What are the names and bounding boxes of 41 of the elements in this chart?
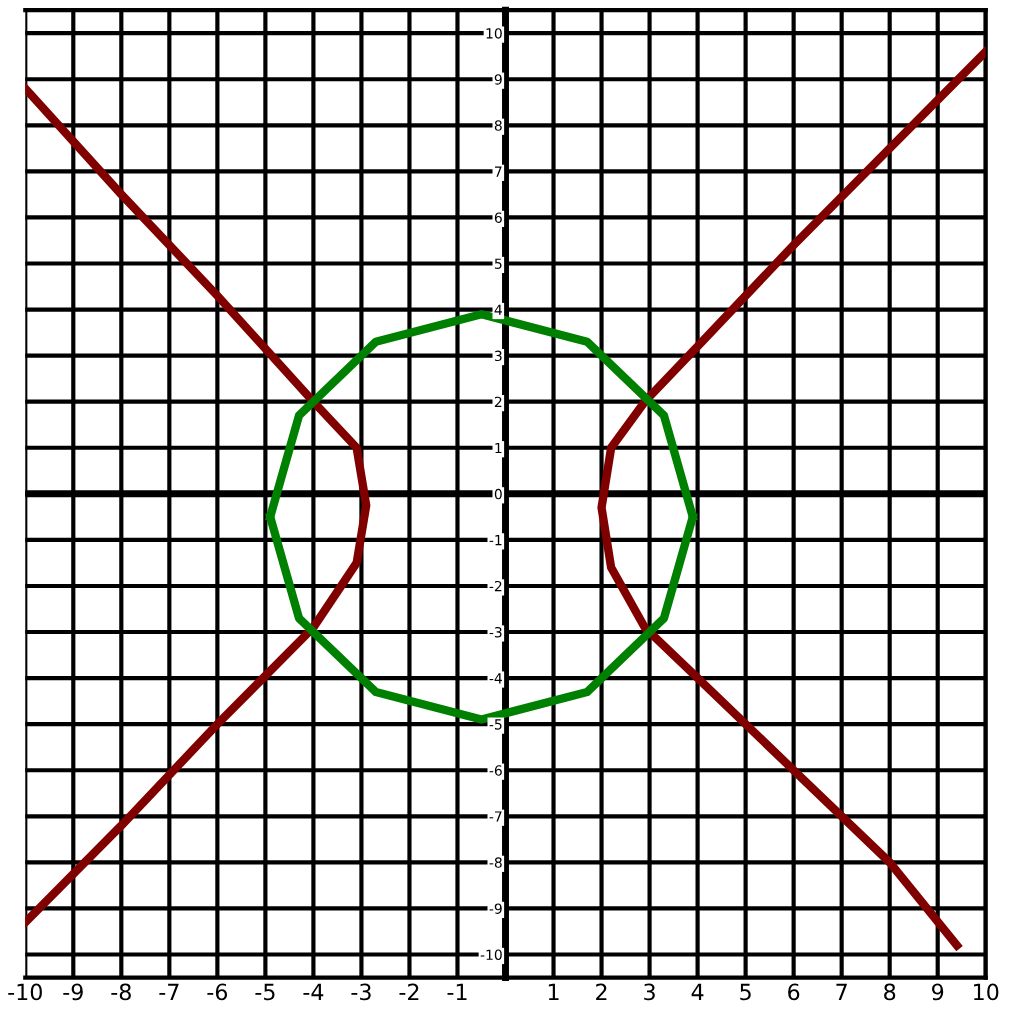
y-tick-label: 10	[486, 28, 502, 39]
x-tick-label: 2	[596, 983, 607, 1000]
y-tick-label: -2	[489, 580, 502, 592]
x-tick-label: 4	[691, 983, 704, 1000]
y-tick-label: -6	[489, 765, 502, 776]
x-tick-label: -4	[303, 983, 324, 1000]
x-tick-label: 8	[884, 983, 896, 1001]
y-tick-label: 1	[495, 442, 502, 454]
y-tick-label: 0	[494, 488, 502, 500]
y-tick-label: -10	[480, 949, 502, 960]
y-tick-label: -5	[489, 719, 502, 730]
x-tick-label: -8	[111, 983, 131, 1001]
y-tick-label: 2	[494, 396, 502, 407]
x-tick-label: -1	[447, 983, 467, 1000]
y-tick-label: -4	[489, 673, 502, 684]
x-tick-label: -3	[351, 983, 371, 1001]
y-tick-label: -9	[489, 903, 502, 914]
y-tick-label: -8	[489, 857, 502, 868]
x-tick-label: -10	[8, 983, 42, 1001]
x-tick-label: -5	[255, 983, 275, 1001]
x-tick-label: -7	[159, 983, 179, 1000]
y-tick-label: 8	[494, 120, 502, 131]
y-tick-label: 6	[494, 212, 502, 223]
x-tick-label: -2	[399, 983, 419, 1000]
x-tick-label: 5	[740, 983, 751, 1001]
x-tick-label: 3	[644, 983, 655, 1001]
y-tick-label: -3	[489, 627, 502, 638]
y-tick-label: 3	[494, 350, 502, 362]
y-tick-label: 4	[494, 304, 502, 315]
x-tick-label: -9	[63, 983, 83, 1001]
y-tick-label: 5	[494, 258, 502, 269]
y-tick-label: -7	[489, 811, 502, 822]
x-tick-label: 6	[788, 983, 800, 1001]
x-tick-label: 1	[548, 983, 559, 1000]
y-tick-label: 7	[495, 166, 502, 177]
x-tick-label: 9	[932, 983, 944, 1001]
y-tick-label: -1	[489, 535, 502, 546]
x-tick-label: 7	[836, 983, 847, 1000]
y-tick-label: 9	[494, 74, 502, 85]
x-tick-label: 10	[974, 983, 999, 1001]
x-tick-label: -6	[207, 983, 228, 1001]
